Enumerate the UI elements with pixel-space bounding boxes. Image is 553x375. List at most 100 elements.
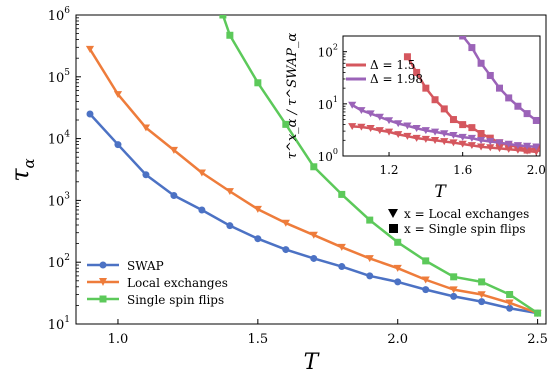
- data-point-single-spin-flips: [422, 257, 430, 265]
- data-point-local-exchanges-1-5: [421, 135, 430, 143]
- data-point-local-exchanges-1-98: [504, 140, 513, 148]
- x-tick-label: 2.0: [527, 163, 546, 177]
- data-point-single-spin-flips: [394, 238, 402, 246]
- data-point-local-exchanges-1-5: [366, 125, 375, 132]
- y-tick-label: 106: [48, 6, 71, 24]
- main-y-axis-title-symbol: τ: [6, 168, 34, 182]
- data-point-local-exchanges-1-5: [458, 140, 467, 148]
- data-point-single-spin-flips-1-5: [449, 116, 457, 124]
- data-point-local-exchanges-1-98: [375, 113, 384, 121]
- data-point-local-exchanges-1-98: [430, 128, 440, 136]
- data-point-local-exchanges-1-5: [348, 123, 357, 131]
- data-point-single-spin-flips: [226, 31, 234, 39]
- y-tick-label: 100: [318, 147, 338, 164]
- data-point-local-exchanges-1-5: [486, 144, 495, 152]
- data-point-single-spin-flips: [338, 190, 346, 198]
- inset-y-axis-title: τ^x_α / τ^SWAP_α: [285, 33, 300, 160]
- data-point-swap: [422, 286, 430, 294]
- main-plot-frame: [75, 14, 547, 325]
- marker-key-label-single-spin-flips: x = Single spin flips: [404, 222, 526, 236]
- data-point-swap: [310, 254, 318, 262]
- data-point-local-exchanges: [253, 205, 262, 213]
- data-point-single-spin-flips-1-5: [468, 124, 476, 132]
- data-point-local-exchanges-1-98: [412, 125, 421, 132]
- data-point-local-exchanges-1-5: [495, 145, 504, 153]
- data-point-local-exchanges-1-98: [384, 117, 394, 125]
- data-point-local-exchanges: [225, 188, 234, 196]
- data-point-local-exchanges-1-98: [476, 137, 486, 144]
- y-tick-label: 102: [318, 43, 338, 60]
- x-tick-label: 2.0: [387, 332, 408, 347]
- legend-label-local-exchanges: Local exchanges: [127, 276, 228, 290]
- main-axis-ticks: 1.0 1.5 2.0 2.5 101 102 103 104 105 106: [48, 6, 548, 347]
- y-tick-label: 102: [48, 253, 70, 271]
- data-point-single-spin-flips-1-98: [523, 110, 531, 118]
- data-point-single-spin-flips: [310, 163, 318, 171]
- data-point-local-exchanges-1-98: [348, 101, 357, 109]
- inset-series-group: [348, 36, 540, 156]
- data-point-local-exchanges-1-5: [357, 123, 366, 131]
- y-tick-label: 103: [48, 191, 71, 209]
- data-point-single-spin-flips: [366, 216, 374, 224]
- data-point-single-spin-flips: [219, 15, 227, 19]
- data-point-swap: [450, 292, 458, 300]
- data-point-single-spin-flips-1-5: [477, 130, 485, 138]
- main-y-axis-title: τα: [6, 158, 38, 181]
- data-point-single-spin-flips-1-5: [440, 105, 448, 113]
- data-point-single-spin-flips-1-98: [477, 59, 485, 67]
- x-tick-label: 1.6: [453, 163, 472, 177]
- data-point-local-exchanges: [421, 276, 430, 284]
- y-tick-label: 105: [48, 68, 71, 86]
- x-tick-label: 1.2: [379, 163, 398, 177]
- data-point-local-exchanges: [141, 124, 151, 132]
- data-point-single-spin-flips-1-5: [413, 68, 421, 76]
- data-point-single-spin-flips-1-5: [523, 146, 531, 154]
- data-point-single-spin-flips-1-98: [514, 102, 522, 110]
- data-point-local-exchanges-1-5: [394, 131, 403, 139]
- marker-key-label-local-exchanges: x = Local exchanges: [404, 207, 529, 221]
- x-tick-label: 1.5: [248, 332, 269, 347]
- y-tick-label: 104: [48, 130, 71, 148]
- y-tick-label: 101: [318, 95, 338, 112]
- data-point-local-exchanges: [393, 264, 402, 272]
- data-point-swap: [226, 222, 234, 230]
- data-point-local-exchanges: [477, 291, 486, 299]
- data-point-local-exchanges: [197, 169, 206, 177]
- data-point-single-spin-flips-1-98: [468, 44, 476, 52]
- data-point-single-spin-flips: [254, 79, 262, 87]
- legend-label-swap: SWAP: [127, 259, 164, 273]
- data-point-swap: [170, 192, 178, 200]
- main-series-group: [85, 15, 542, 317]
- data-point-local-exchanges-1-98: [366, 110, 375, 118]
- data-point-single-spin-flips-1-5: [422, 84, 430, 92]
- main-x-axis-title: T: [304, 350, 321, 375]
- data-point-swap: [366, 272, 374, 280]
- data-point-local-exchanges-1-5: [440, 138, 449, 146]
- legend-marker-swap: [99, 261, 107, 269]
- data-point-swap: [86, 110, 94, 118]
- main-y-axis-title-subscript: α: [20, 158, 38, 168]
- inset-legend-label-delta-1-5: Δ = 1.5: [370, 58, 415, 72]
- data-point-single-spin-flips-1-98: [532, 116, 540, 124]
- data-point-local-exchanges-1-98: [495, 139, 504, 147]
- data-point-local-exchanges-1-5: [449, 139, 458, 147]
- data-point-local-exchanges-1-5: [384, 128, 394, 136]
- data-point-single-spin-flips-1-5: [486, 134, 494, 142]
- marker-key-triangle-icon: [388, 209, 398, 218]
- legend-label-single-spin-flips: Single spin flips: [127, 293, 224, 307]
- data-point-local-exchanges-1-98: [449, 131, 458, 139]
- data-point-swap: [506, 304, 514, 312]
- data-point-single-spin-flips-1-98: [459, 36, 467, 40]
- data-point-local-exchanges-1-98: [532, 143, 540, 151]
- data-point-local-exchanges-1-98: [440, 130, 449, 138]
- data-point-local-exchanges-1-98: [394, 120, 403, 128]
- data-point-single-spin-flips: [534, 309, 542, 317]
- data-point-local-exchanges: [281, 219, 290, 227]
- inset-legend-label-delta-1-98: Δ = 1.98: [370, 72, 423, 86]
- data-point-local-exchanges-1-98: [421, 127, 430, 135]
- data-point-single-spin-flips-1-5: [431, 96, 439, 104]
- data-point-local-exchanges-1-98: [486, 138, 495, 146]
- data-point-local-exchanges-1-98: [458, 133, 467, 141]
- data-point-local-exchanges-1-98: [357, 107, 366, 115]
